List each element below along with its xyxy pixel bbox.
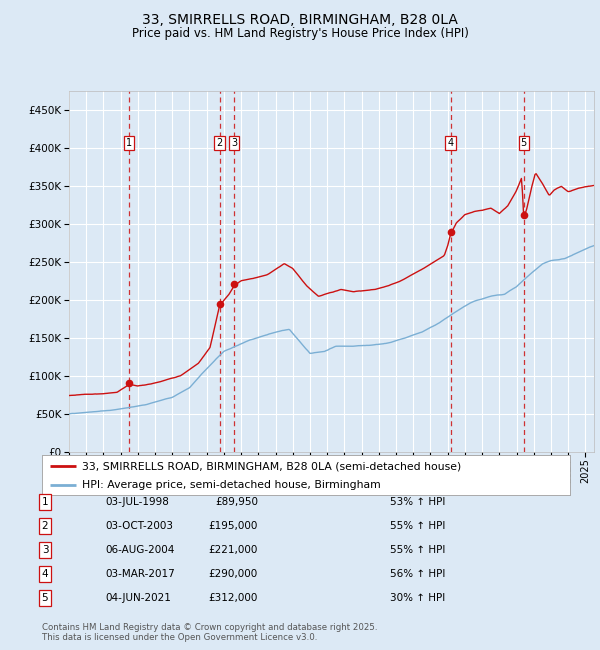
Text: 3: 3 xyxy=(41,545,49,555)
Text: £312,000: £312,000 xyxy=(209,593,258,603)
Text: 5: 5 xyxy=(41,593,49,603)
Text: 33, SMIRRELLS ROAD, BIRMINGHAM, B28 0LA (semi-detached house): 33, SMIRRELLS ROAD, BIRMINGHAM, B28 0LA … xyxy=(82,462,461,471)
Text: £195,000: £195,000 xyxy=(209,521,258,531)
Text: 04-JUN-2021: 04-JUN-2021 xyxy=(105,593,171,603)
Text: 06-AUG-2004: 06-AUG-2004 xyxy=(105,545,175,555)
Text: 4: 4 xyxy=(448,138,454,148)
Text: 2: 2 xyxy=(217,138,223,148)
Text: 1: 1 xyxy=(41,497,49,507)
Text: 3: 3 xyxy=(231,138,237,148)
Text: £89,950: £89,950 xyxy=(215,497,258,507)
Text: HPI: Average price, semi-detached house, Birmingham: HPI: Average price, semi-detached house,… xyxy=(82,480,380,490)
Text: 03-JUL-1998: 03-JUL-1998 xyxy=(105,497,169,507)
Text: £290,000: £290,000 xyxy=(209,569,258,579)
Text: 30% ↑ HPI: 30% ↑ HPI xyxy=(390,593,445,603)
Text: 4: 4 xyxy=(41,569,49,579)
Text: Price paid vs. HM Land Registry's House Price Index (HPI): Price paid vs. HM Land Registry's House … xyxy=(131,27,469,40)
Text: 1: 1 xyxy=(126,138,133,148)
Text: 2: 2 xyxy=(41,521,49,531)
Text: 55% ↑ HPI: 55% ↑ HPI xyxy=(390,545,445,555)
Text: 53% ↑ HPI: 53% ↑ HPI xyxy=(390,497,445,507)
Text: 56% ↑ HPI: 56% ↑ HPI xyxy=(390,569,445,579)
Text: 33, SMIRRELLS ROAD, BIRMINGHAM, B28 0LA: 33, SMIRRELLS ROAD, BIRMINGHAM, B28 0LA xyxy=(142,13,458,27)
Text: 55% ↑ HPI: 55% ↑ HPI xyxy=(390,521,445,531)
Text: 03-MAR-2017: 03-MAR-2017 xyxy=(105,569,175,579)
Text: £221,000: £221,000 xyxy=(209,545,258,555)
Text: 03-OCT-2003: 03-OCT-2003 xyxy=(105,521,173,531)
Text: 5: 5 xyxy=(521,138,527,148)
Text: Contains HM Land Registry data © Crown copyright and database right 2025.
This d: Contains HM Land Registry data © Crown c… xyxy=(42,623,377,642)
